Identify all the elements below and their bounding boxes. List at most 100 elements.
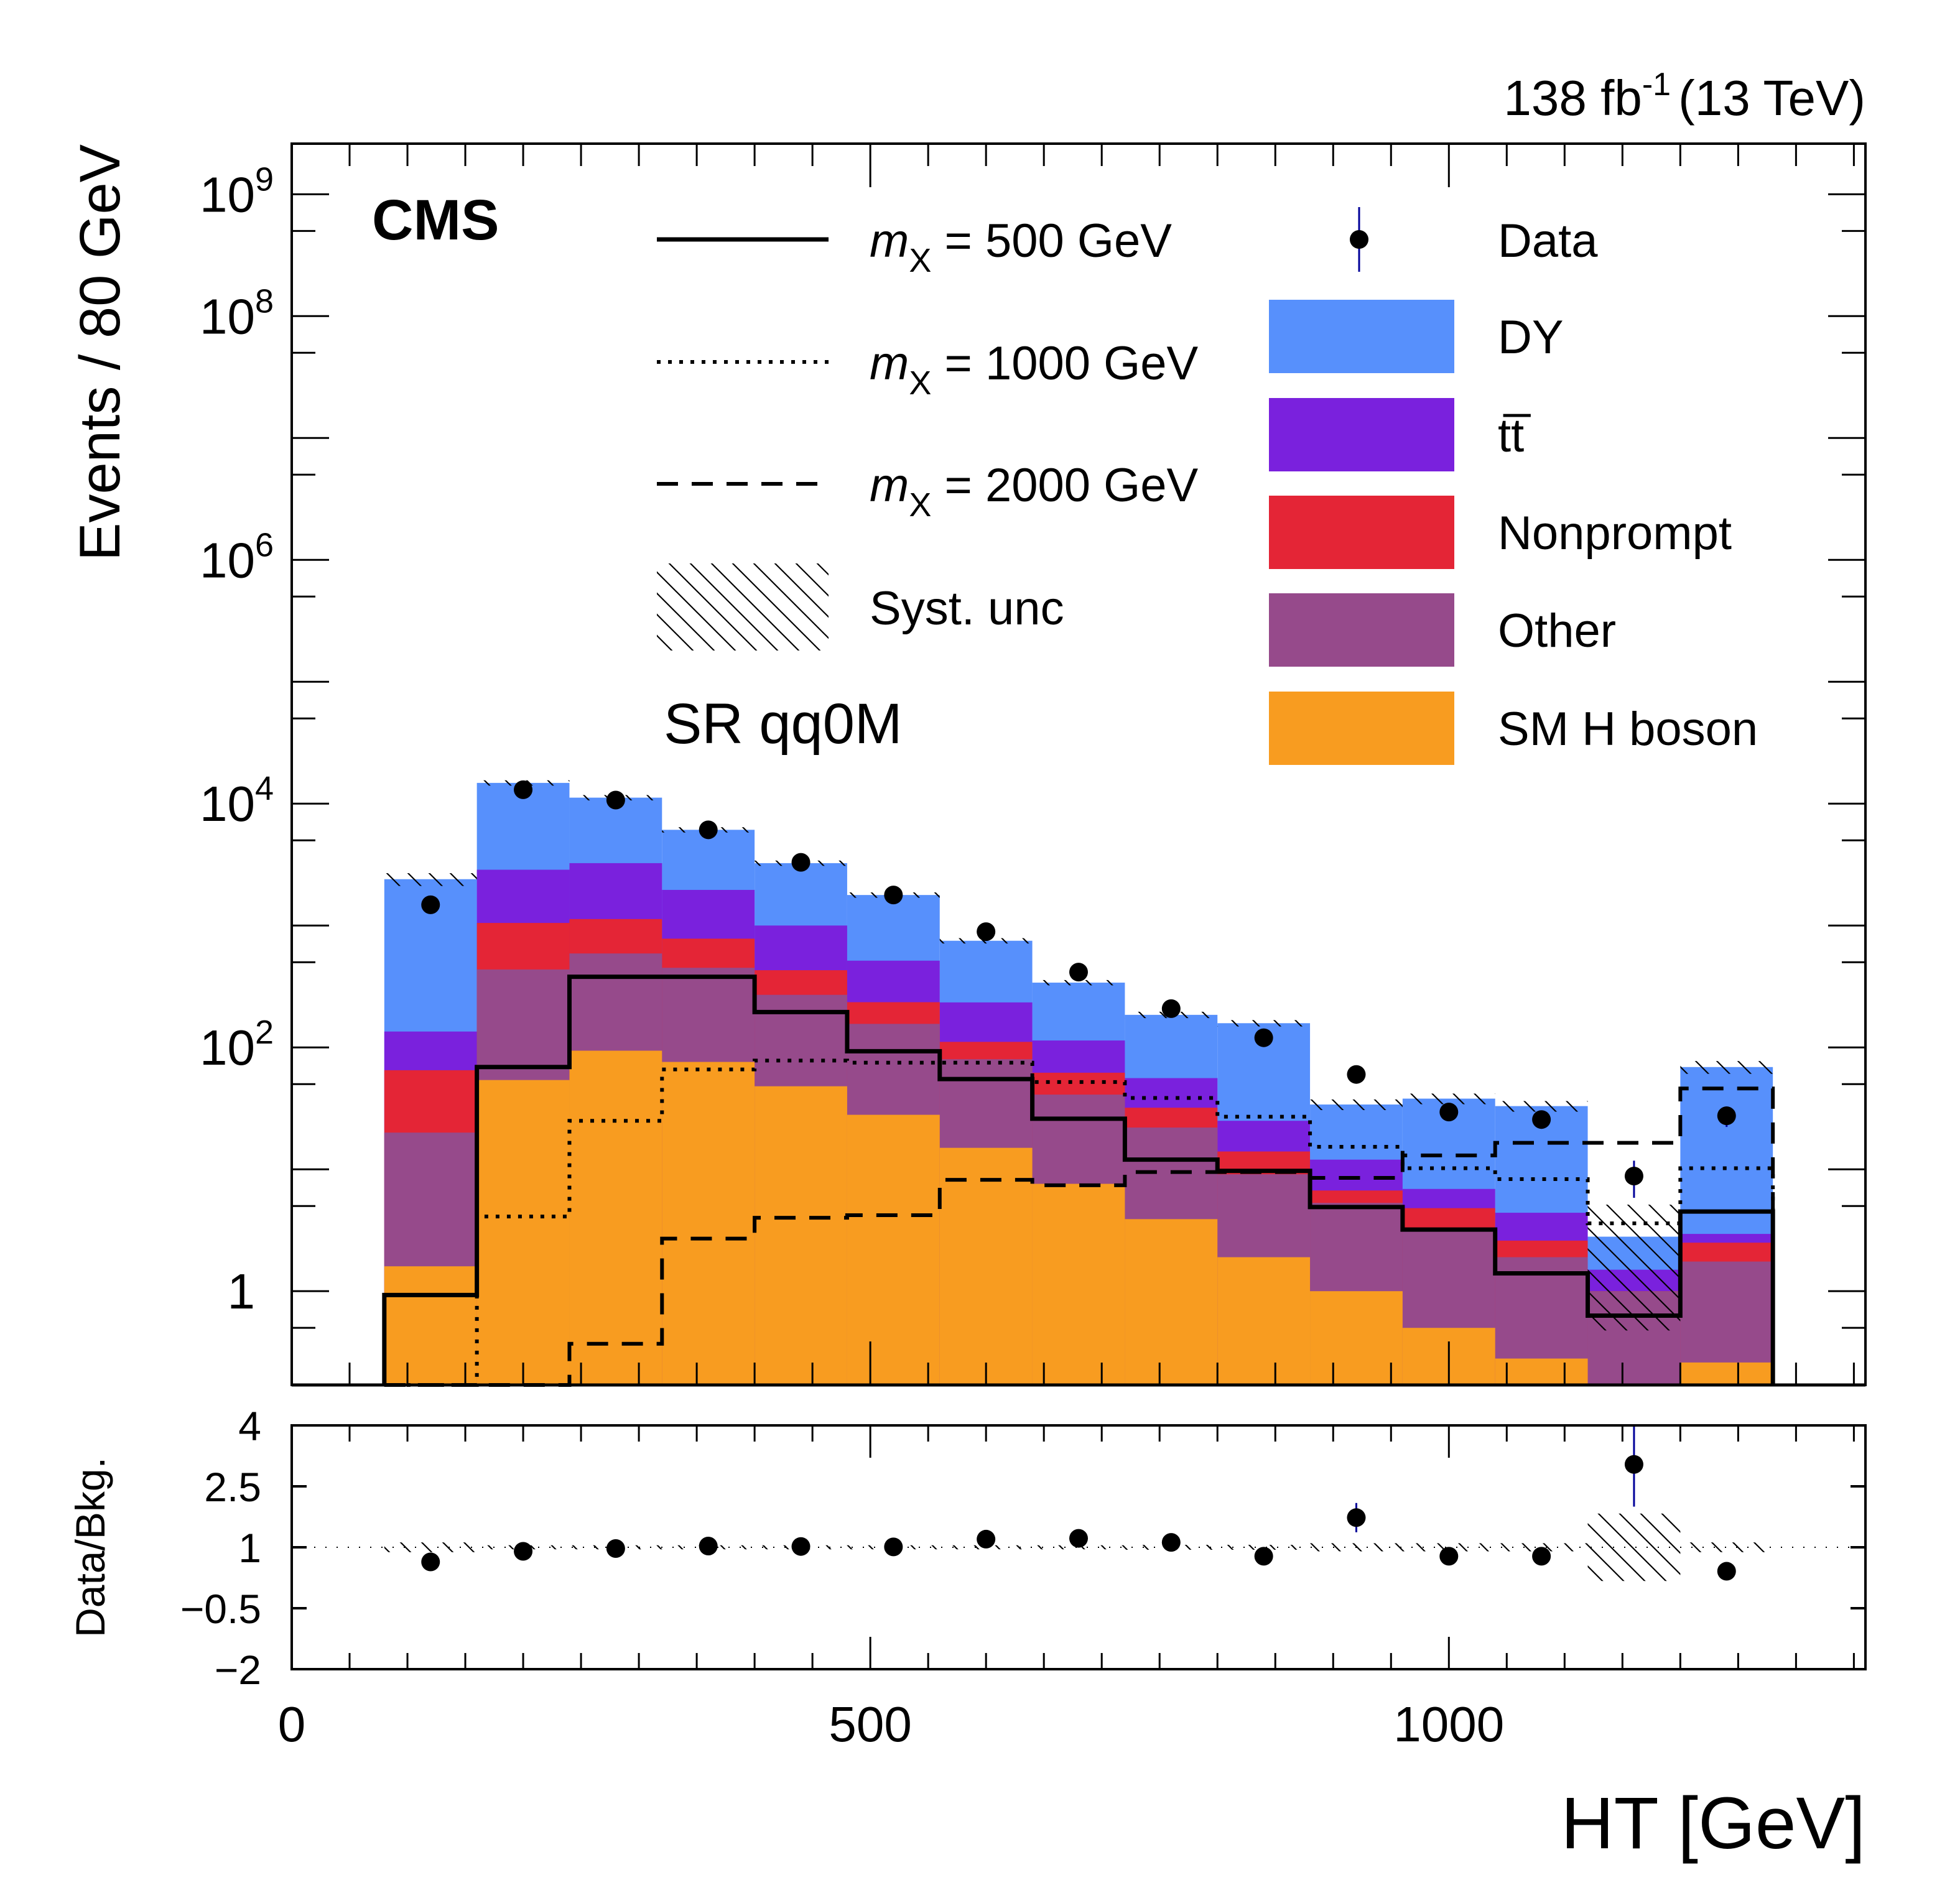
signal-line-m500	[382, 975, 1775, 1385]
legend-swatch	[1269, 398, 1454, 471]
signal-line-m1000	[384, 1058, 1775, 1387]
legend-signal-label: mX = 500 GeV	[870, 215, 1172, 279]
ratio-point	[1161, 1533, 1181, 1552]
stack-bar-smhboson	[755, 1086, 847, 1385]
legend-data-marker	[1350, 230, 1368, 249]
legend-bkg-label: DY	[1498, 311, 1564, 364]
legend-bkg-label: SM H boson	[1498, 703, 1758, 756]
legend-swatch	[1269, 593, 1454, 667]
y-tick-label: 104	[200, 770, 274, 831]
y-tick-label: 1	[228, 1264, 256, 1319]
legend-signal-label: mX = 2000 GeV	[870, 459, 1199, 524]
x-tick-label: 500	[829, 1697, 911, 1752]
ratio-tick-label: 4	[238, 1403, 261, 1449]
ratio-unc-band	[1680, 1542, 1773, 1552]
ratio-point	[699, 1537, 718, 1556]
stack-bar-smhboson	[939, 1147, 1033, 1385]
ratio-point	[421, 1552, 440, 1572]
ratio-panel	[290, 1424, 1867, 1670]
ratio-unc-band	[1310, 1543, 1403, 1552]
ratio-point	[1532, 1547, 1551, 1566]
ratio-point	[884, 1537, 903, 1557]
stack-bar-smhboson	[569, 1050, 662, 1385]
data-point	[1347, 1065, 1366, 1084]
stack-bar-smhboson	[476, 1080, 570, 1385]
data-point	[699, 820, 718, 840]
data-point	[421, 895, 440, 914]
syst-unc-hatch	[1495, 1101, 1588, 1112]
stack-bar-smhboson	[1495, 1358, 1588, 1385]
legend-bkg-label: Data	[1498, 215, 1598, 267]
y-tick-label: 106	[200, 526, 274, 588]
data-point	[884, 886, 903, 905]
ratio-point	[1439, 1547, 1459, 1566]
data-point	[1069, 963, 1088, 982]
ratio-point	[514, 1542, 533, 1561]
data-point	[1532, 1110, 1551, 1129]
x-tick-label: 1000	[1393, 1697, 1504, 1752]
stack-bar-smhboson	[1032, 1183, 1125, 1385]
data-point	[977, 922, 996, 942]
data-point	[514, 780, 533, 799]
syst-unc-hatch	[1032, 979, 1125, 986]
ratio-tick-label: −0.5	[180, 1586, 261, 1632]
background-stack	[384, 782, 1773, 1385]
syst-unc-hatch	[1587, 1205, 1681, 1331]
ratio-point	[977, 1529, 996, 1549]
x-axis-title: HT [GeV]	[1561, 1782, 1865, 1864]
stack-bar-smhboson	[1680, 1362, 1773, 1385]
axis-tick-labels: 0 500 1000 1 102 104 106 108 109 4 2.5 1 −0.5 −2	[180, 160, 1505, 1752]
stack-bar-smhboson	[662, 1062, 755, 1385]
stack-bar-smhboson	[1217, 1257, 1311, 1385]
stack-bar-smhboson	[384, 1266, 477, 1385]
data-points	[421, 780, 1736, 1198]
ratio-y-axis-title: Data/Bkg.	[67, 1457, 113, 1637]
data-point	[1717, 1106, 1736, 1126]
legend-signal-label: Syst. unc	[870, 582, 1064, 635]
data-point	[606, 790, 625, 810]
legend-hatch-swatch	[657, 563, 829, 651]
legend-swatch	[1269, 692, 1454, 765]
ratio-point	[1717, 1562, 1736, 1581]
experiment-label: CMS	[372, 188, 499, 252]
data-point	[791, 853, 810, 872]
ratio-unc-band	[384, 1542, 477, 1552]
ratio-unc-band	[1587, 1513, 1681, 1581]
legend-swatch	[1269, 496, 1454, 569]
data-point	[1254, 1028, 1273, 1047]
stack-bar-smhboson	[1125, 1219, 1218, 1385]
lumi-label: 138 fb-1 (13 TeV)	[1503, 67, 1865, 126]
ratio-point	[606, 1539, 625, 1558]
ratio-point	[1624, 1455, 1643, 1474]
legend: mX = 500 GeV mX = 1000 GeV mX = 2000 GeV Sy…	[657, 207, 1758, 765]
data-point	[1439, 1103, 1459, 1122]
stack-bar-smhboson	[1310, 1291, 1403, 1385]
plot-frame	[290, 142, 1867, 1386]
legend-bkg-label: Nonprompt	[1498, 507, 1732, 560]
y-axis-title: Events / 80 GeV	[68, 144, 132, 561]
syst-unc-hatch	[1310, 1099, 1403, 1111]
syst-unc-hatch	[384, 873, 477, 886]
syst-unc-hatch	[1217, 1020, 1311, 1027]
ratio-tick-label: 1	[238, 1525, 261, 1571]
legend-bkg-label: Other	[1498, 604, 1616, 657]
main-plot-frame	[290, 142, 1867, 1387]
y-tick-label: 108	[200, 282, 274, 344]
legend-signal-label: mX = 1000 GeV	[870, 337, 1199, 402]
ratio-tick-label: 2.5	[204, 1464, 261, 1510]
ratio-point	[1254, 1547, 1273, 1566]
x-tick-label: 0	[278, 1697, 306, 1752]
stack-bar-smhboson	[847, 1114, 940, 1385]
ratio-point	[1347, 1508, 1366, 1527]
region-label: SR qq0M	[664, 692, 903, 756]
ratio-point	[1069, 1529, 1088, 1548]
signal-histograms	[382, 975, 1775, 1387]
ratio-point	[791, 1537, 810, 1556]
ratio-tick-label: −2	[215, 1647, 261, 1693]
data-point	[1624, 1167, 1643, 1186]
legend-bkg-label: tt̅	[1498, 409, 1531, 462]
y-tick-label: 109	[200, 160, 274, 222]
data-point	[1161, 999, 1181, 1018]
syst-unc-hatch	[1680, 1061, 1773, 1074]
